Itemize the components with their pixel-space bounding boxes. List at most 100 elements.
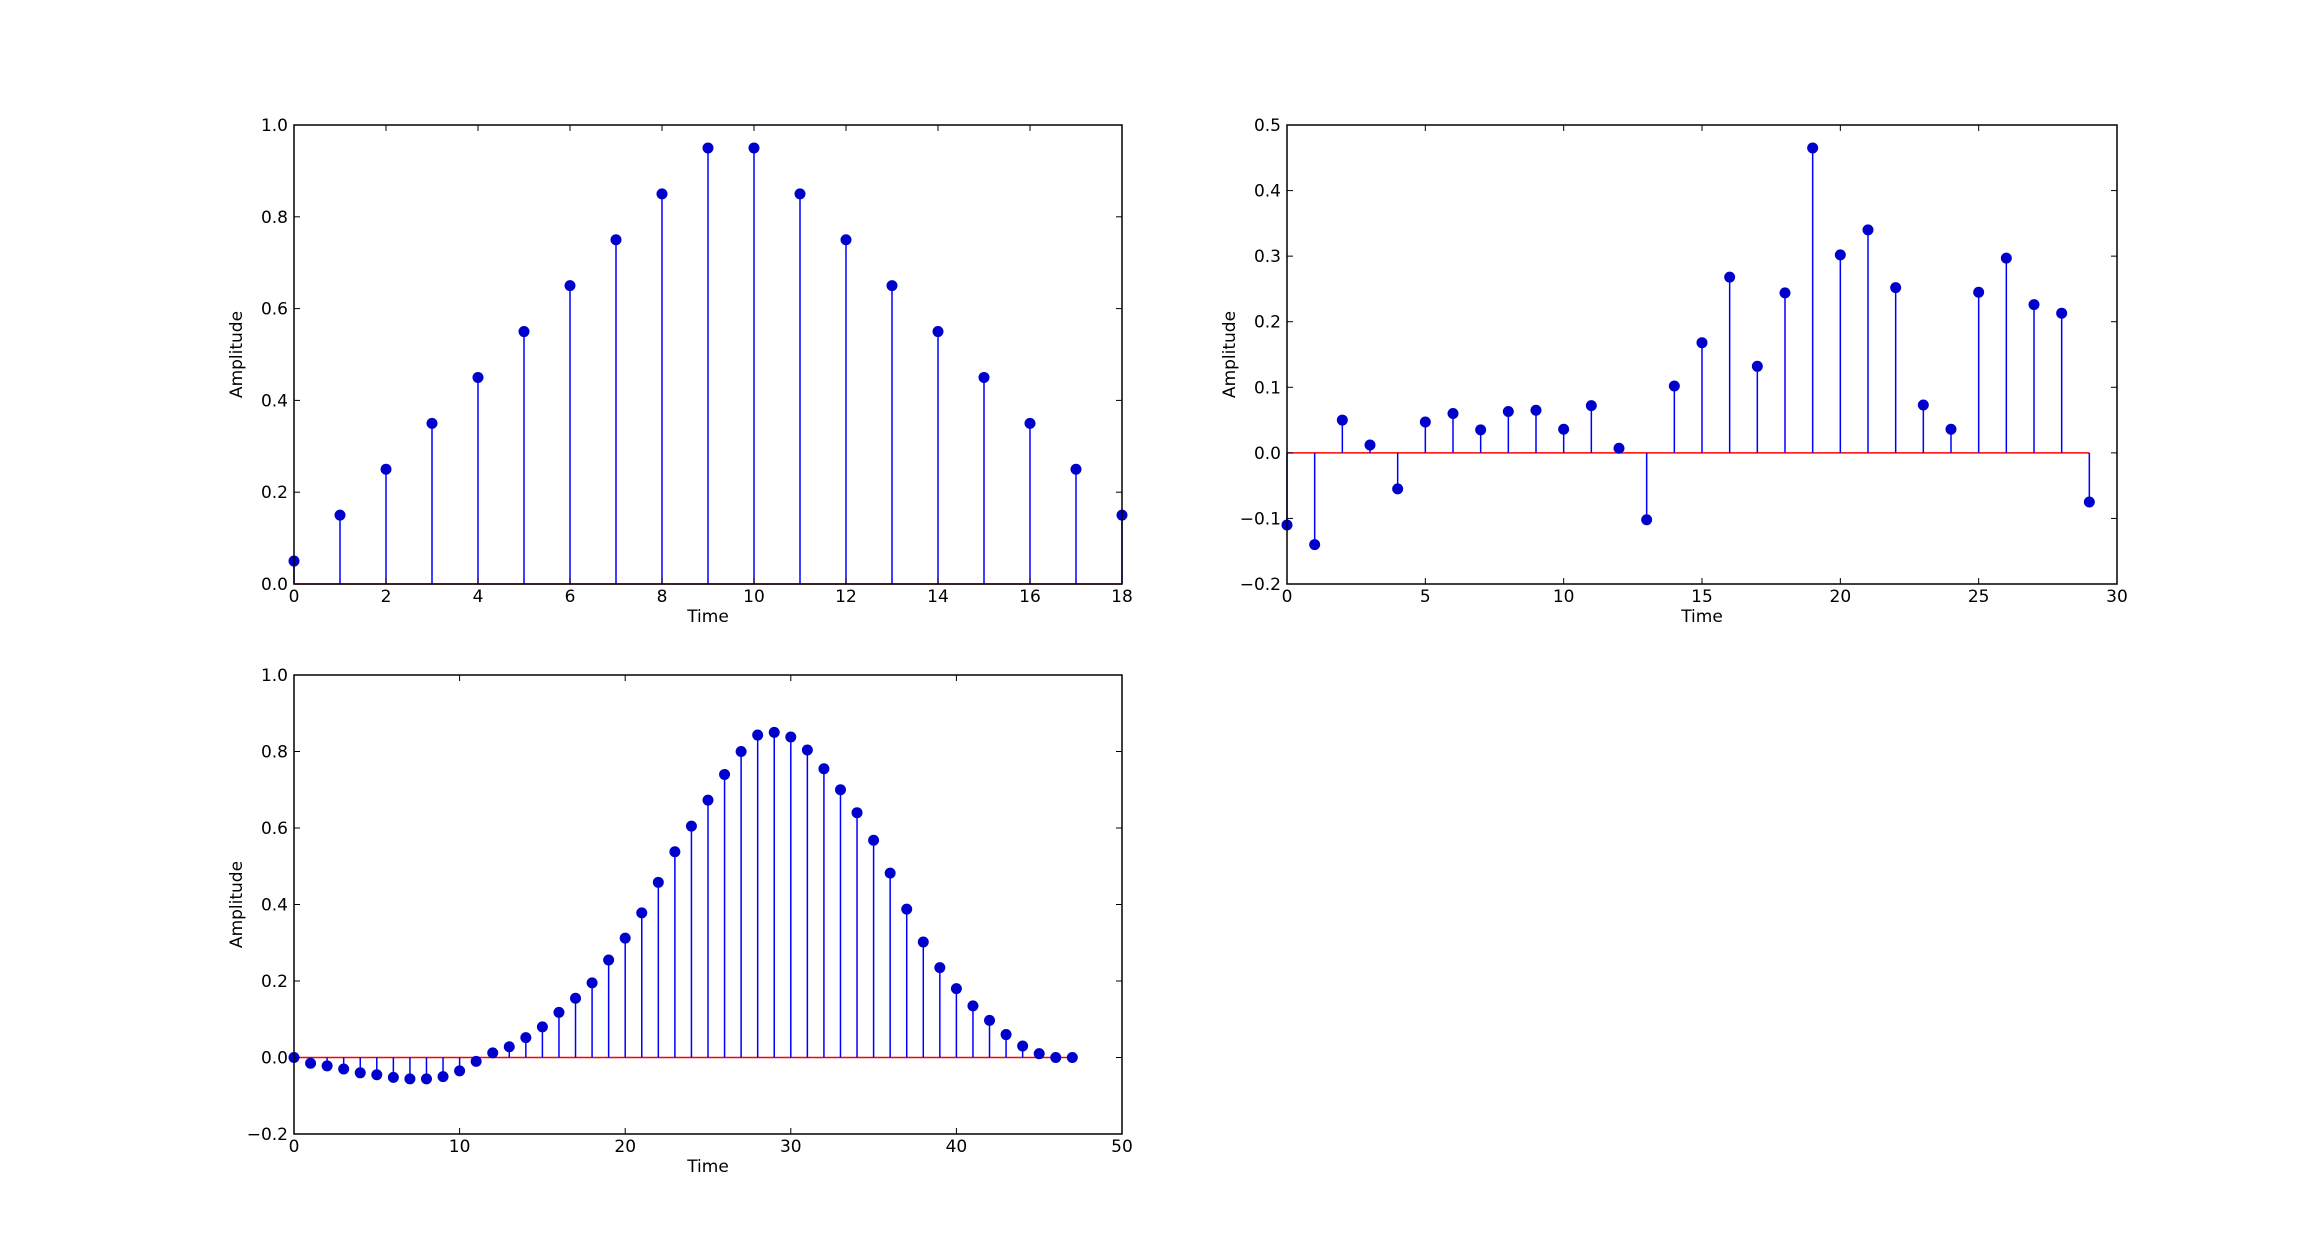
stem-marker bbox=[1917, 399, 1929, 411]
y-tick-label: 0.8 bbox=[261, 743, 288, 763]
y-tick-label: 0.2 bbox=[261, 972, 288, 992]
stem-marker bbox=[404, 1073, 416, 1085]
stem-marker bbox=[1641, 514, 1653, 526]
stem-marker bbox=[2000, 252, 2012, 264]
x-tick-label: 20 bbox=[614, 1137, 636, 1157]
stem-marker bbox=[503, 1041, 515, 1053]
x-axis-label: Time bbox=[686, 607, 729, 627]
stem-marker bbox=[487, 1047, 499, 1059]
stem-marker bbox=[321, 1060, 333, 1072]
stem-marker bbox=[387, 1071, 399, 1083]
stem-marker bbox=[1336, 414, 1348, 426]
x-tick-label: 14 bbox=[927, 587, 949, 607]
stem-marker bbox=[669, 846, 681, 858]
stem-marker bbox=[685, 820, 697, 832]
stem-marker bbox=[338, 1063, 350, 1075]
x-tick-label: 6 bbox=[565, 587, 576, 607]
stem-marker bbox=[934, 962, 946, 974]
stem-marker bbox=[553, 1006, 565, 1018]
y-tick-label: 0.6 bbox=[261, 819, 288, 839]
stem-marker bbox=[851, 807, 863, 819]
stem-marker bbox=[1890, 282, 1902, 294]
stem-marker bbox=[818, 763, 830, 775]
x-tick-label: 16 bbox=[1019, 587, 1041, 607]
stem-marker bbox=[1834, 249, 1846, 261]
stem-marker bbox=[1502, 406, 1514, 418]
x-tick-label: 40 bbox=[946, 1137, 968, 1157]
x-tick-label: 20 bbox=[1830, 587, 1852, 607]
y-tick-label: 0.8 bbox=[261, 208, 288, 228]
x-tick-label: 10 bbox=[743, 587, 765, 607]
stem-marker bbox=[884, 867, 896, 879]
y-axis-label: Amplitude bbox=[227, 311, 247, 398]
stem-marker bbox=[1070, 463, 1082, 475]
stem-marker bbox=[619, 932, 631, 944]
x-tick-label: 25 bbox=[1968, 587, 1990, 607]
x-tick-label: 15 bbox=[1691, 587, 1713, 607]
x-axis-label: Time bbox=[1680, 607, 1723, 627]
stem-marker bbox=[1447, 408, 1459, 420]
stem-marker bbox=[978, 371, 990, 383]
stem-marker bbox=[840, 234, 852, 246]
x-tick-label: 0 bbox=[289, 587, 300, 607]
stem-marker bbox=[886, 280, 898, 292]
x-tick-label: 12 bbox=[835, 587, 857, 607]
x-tick-label: 30 bbox=[2106, 587, 2128, 607]
x-tick-label: 18 bbox=[1111, 587, 1133, 607]
stem-marker bbox=[1050, 1052, 1062, 1063]
x-tick-label: 2 bbox=[381, 587, 392, 607]
stem-marker bbox=[1024, 417, 1036, 429]
stem-marker bbox=[610, 234, 622, 246]
y-tick-label: −0.1 bbox=[1240, 509, 1281, 529]
stem-marker bbox=[454, 1065, 466, 1077]
y-tick-label: 0.0 bbox=[261, 575, 288, 595]
y-tick-label: 0.1 bbox=[1254, 378, 1281, 398]
stem-marker bbox=[1419, 416, 1431, 428]
stem-marker bbox=[1530, 404, 1542, 416]
stem-marker bbox=[1475, 424, 1487, 436]
stem-marker bbox=[868, 834, 880, 846]
y-tick-label: 0.5 bbox=[1254, 116, 1281, 136]
stem-marker bbox=[354, 1067, 366, 1079]
x-tick-label: 4 bbox=[473, 587, 484, 607]
stem-marker bbox=[1066, 1052, 1078, 1063]
y-tick-label: 0.2 bbox=[1254, 313, 1281, 333]
stem-marker bbox=[371, 1069, 383, 1081]
stem-marker bbox=[426, 417, 438, 429]
stem-marker bbox=[652, 876, 664, 888]
stem-marker bbox=[984, 1014, 996, 1026]
stem-marker bbox=[2056, 307, 2068, 319]
stem-marker bbox=[536, 1021, 548, 1033]
y-tick-label: 0.0 bbox=[261, 1049, 288, 1069]
x-tick-label: 5 bbox=[1420, 587, 1431, 607]
stem-marker bbox=[1585, 400, 1597, 412]
stem-marker bbox=[564, 280, 576, 292]
stem-marker bbox=[748, 142, 760, 154]
stem-marker bbox=[636, 907, 648, 919]
stem-marker bbox=[932, 326, 944, 338]
stem-marker bbox=[752, 729, 764, 741]
stem-marker bbox=[967, 1000, 979, 1012]
y-tick-label: 0.4 bbox=[261, 896, 288, 916]
stem-marker bbox=[603, 954, 615, 966]
y-tick-label: 0.6 bbox=[261, 300, 288, 320]
stem-marker bbox=[420, 1073, 432, 1085]
stem-marker bbox=[437, 1071, 449, 1083]
x-tick-label: 0 bbox=[289, 1137, 300, 1157]
stem-marker bbox=[1309, 539, 1321, 551]
stem-marker bbox=[380, 463, 392, 475]
stem-marker bbox=[1779, 287, 1791, 299]
stem-marker bbox=[1807, 142, 1819, 154]
stem-marker bbox=[1392, 483, 1404, 495]
stem-marker bbox=[1751, 360, 1763, 372]
stem-marker bbox=[768, 726, 780, 738]
y-tick-label: 1.0 bbox=[261, 666, 288, 686]
stem-marker bbox=[518, 326, 530, 338]
y-tick-label: 0.0 bbox=[1254, 444, 1281, 464]
stem-marker bbox=[801, 744, 813, 756]
stem-marker bbox=[834, 784, 846, 796]
stem-marker bbox=[1862, 224, 1874, 236]
stem-marker bbox=[570, 992, 582, 1004]
